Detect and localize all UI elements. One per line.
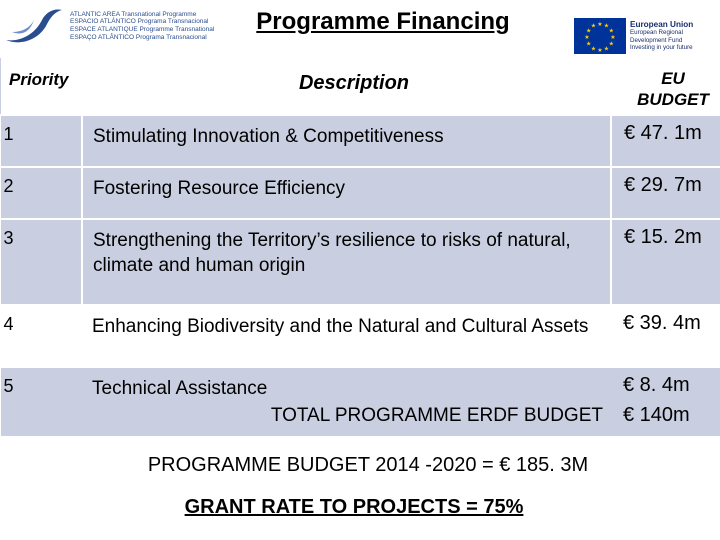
- table-row: 2 Fostering Resource Efficiency € 29. 7m: [0, 166, 720, 219]
- row-description: Fostering Resource Efficiency: [81, 166, 611, 219]
- eu-line-1: European Union: [630, 20, 694, 30]
- atlantic-area-wave-icon: [6, 9, 62, 43]
- header-description: Description: [298, 72, 410, 94]
- row-description: Strengthening the Territory’s resilience…: [81, 218, 611, 305]
- row-priority: 5: [0, 366, 82, 401]
- eu-line-3: Development Fund: [630, 36, 683, 44]
- grant-rate-text: GRANT RATE TO PROJECTS = 75%: [184, 496, 524, 518]
- table-row: 5 Technical Assistance € 8. 4m: [0, 366, 720, 401]
- eu-flag-icon: ★ ★ ★ ★ ★ ★ ★ ★ ★ ★ ★ ★: [574, 18, 626, 54]
- svg-text:★: ★: [586, 28, 591, 35]
- programme-budget-text: PROGRAMME BUDGET 2014 -2020 = € 185. 3M: [147, 454, 589, 476]
- row-priority: 2: [0, 166, 82, 219]
- row-description: Enhancing Biodiversity and the Natural a…: [82, 304, 611, 367]
- financing-table: Priority Description EU BUDGET 1 Stimula…: [0, 58, 720, 436]
- svg-text:★: ★: [591, 23, 596, 30]
- logo-line-4: ESPAÇO ATLÂNTICO Programa Transnacional: [70, 33, 207, 41]
- logo-line-2: ESPACIO ATLÁNTICO Programa Transnacional: [70, 18, 209, 26]
- eu-line-2: European Regional: [630, 29, 683, 37]
- header-priority: Priority: [9, 70, 69, 89]
- row-priority: 3: [0, 218, 82, 305]
- row-priority: 4: [0, 304, 82, 367]
- atlantic-area-logo: ATLANTIC AREA Transnational Programme ES…: [4, 4, 214, 48]
- total-label: TOTAL PROGRAMME ERDF BUDGET: [270, 405, 603, 426]
- svg-text:★: ★: [586, 41, 591, 48]
- row-description: Technical Assistance: [82, 366, 611, 401]
- table-header-row: Priority Description EU BUDGET: [0, 58, 720, 115]
- svg-text:★: ★: [609, 28, 614, 35]
- svg-text:★: ★: [604, 23, 609, 30]
- row-budget: € 8. 4m: [611, 366, 720, 401]
- row-budget: € 39. 4m: [611, 304, 720, 367]
- svg-text:★: ★: [604, 45, 609, 52]
- row-budget: € 15. 2m: [610, 218, 720, 305]
- table-row: 1 Stimulating Innovation & Competitivene…: [0, 114, 720, 167]
- eu-logo: ★ ★ ★ ★ ★ ★ ★ ★ ★ ★ ★ ★ European Union European …: [574, 16, 714, 56]
- logo-line-1: ATLANTIC AREA Transnational Programme: [70, 10, 197, 18]
- page-title: Programme Financing: [256, 8, 510, 35]
- table-total-row: TOTAL PROGRAMME ERDF BUDGET € 140m: [0, 401, 720, 436]
- logo-line-3: ESPACE ATLANTIQUE Programme Transnationa…: [70, 26, 215, 33]
- row-description: Stimulating Innovation & Competitiveness: [81, 114, 611, 167]
- row-priority: 1: [0, 114, 82, 167]
- svg-text:★: ★: [610, 34, 615, 41]
- total-value: € 140m: [611, 401, 720, 436]
- row-budget: € 29. 7m: [610, 166, 720, 219]
- table-row: 4 Enhancing Biodiversity and the Natural…: [0, 304, 720, 367]
- svg-text:★: ★: [597, 21, 602, 28]
- header-budget: EU BUDGET: [637, 69, 709, 109]
- row-budget: € 47. 1m: [610, 114, 720, 167]
- eu-line-4: Investing in your future: [630, 44, 693, 52]
- svg-text:★: ★: [584, 34, 589, 41]
- svg-text:★: ★: [597, 47, 602, 54]
- table-row: 3 Strengthening the Territory’s resilien…: [0, 218, 720, 305]
- svg-text:★: ★: [609, 41, 614, 48]
- svg-text:★: ★: [591, 45, 596, 52]
